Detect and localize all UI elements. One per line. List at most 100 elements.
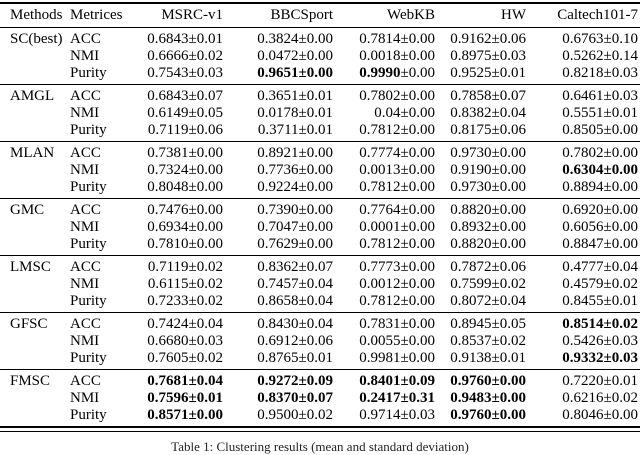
- cell-value: 0.7381±0.00: [147, 145, 223, 161]
- cell-value: 0.8455±0.01: [562, 293, 638, 309]
- table-row: Purity 0.7119±0.06 0.3711±0.01 0.7812±0.00 0…: [0, 122, 640, 142]
- cell-value: 0.7736±0.00: [257, 162, 333, 178]
- table-row: Purity 0.8571±0.00 0.9500±0.02 0.9714±0.03 0…: [0, 407, 640, 426]
- col-header-hw: HW: [501, 7, 526, 23]
- cell-value: 0.9714±0.03: [359, 407, 435, 423]
- method-group: FMSC ACC 0.7681±0.04 0.9272±0.09 0.8401±0.09…: [0, 369, 640, 427]
- cell-value: 0.3651±0.01: [257, 88, 333, 104]
- table-row: AMGL ACC 0.6843±0.07 0.3651±0.01 0.7802±0.00…: [0, 85, 640, 106]
- metric-label: NMI: [70, 105, 100, 121]
- col-header-methods: Methods: [10, 7, 63, 23]
- cell-value: 0.5551±0.01: [562, 105, 638, 121]
- cell-value: 0.8847±0.00: [562, 236, 638, 252]
- cell-value: 0.9272±0.09: [257, 373, 333, 389]
- method-name: FMSC: [10, 373, 51, 389]
- metric-label: NMI: [70, 333, 100, 349]
- cell-value: 0.7605±0.02: [147, 350, 223, 366]
- method-name: GFSC: [10, 316, 48, 332]
- metric-label: Purity: [70, 179, 107, 195]
- cell-value: 0.6056±0.00: [562, 219, 638, 235]
- col-header-msrc-v1: MSRC-v1: [161, 7, 223, 23]
- method-group: SC(best) ACC 0.6843±0.01 0.3824±0.00 0.7814±…: [0, 27, 640, 85]
- table-row: NMI 0.6934±0.00 0.7047±0.00 0.0001±0.00 0.89…: [0, 219, 640, 236]
- table-row: Purity 0.7543±0.03 0.9651±0.00 0.9990±0.00 0…: [0, 65, 640, 85]
- table-row: Purity 0.7233±0.02 0.8658±0.04 0.7812±0.00 0…: [0, 293, 640, 313]
- cell-value: 0.9224±0.00: [257, 179, 333, 195]
- cell-value: 0.0055±0.00: [359, 333, 435, 349]
- cell-value: 0.7773±0.00: [359, 259, 435, 275]
- cell-value: 0.8505±0.00: [562, 122, 638, 138]
- table-row: NMI 0.6115±0.02 0.7457±0.04 0.0012±0.00 0.75…: [0, 276, 640, 293]
- cell-value: 0.8537±0.02: [450, 333, 526, 349]
- table-row: NMI 0.6666±0.02 0.0472±0.00 0.0018±0.00 0.89…: [0, 48, 640, 65]
- cell-value: 0.4777±0.04: [562, 259, 638, 275]
- table-row: GFSC ACC 0.7424±0.04 0.8430±0.04 0.7831±0.00…: [0, 313, 640, 334]
- results-table: Methods Metrices MSRC-v1 BBCSport WebKB …: [0, 2, 640, 426]
- method-group: AMGL ACC 0.6843±0.07 0.3651±0.01 0.7802±0.00…: [0, 84, 640, 142]
- cell-value: 0.9190±0.00: [450, 162, 526, 178]
- cell-value: 0.9483±0.00: [450, 390, 526, 406]
- metric-label: ACC: [70, 31, 101, 47]
- cell-value: 0.7629±0.00: [257, 236, 333, 252]
- cell-value: 0.7802±0.00: [359, 88, 435, 104]
- cell-value: 0.8820±0.00: [450, 202, 526, 218]
- cell-value: 0.7814±0.00: [359, 31, 435, 47]
- cell-value: 0.6763±0.10: [562, 31, 638, 47]
- cell-value: 0.6912±0.06: [257, 333, 333, 349]
- cell-value: 0.9990±0.00: [359, 65, 435, 81]
- cell-value: 0.8932±0.00: [450, 219, 526, 235]
- cell-value: 0.6149±0.05: [147, 105, 223, 121]
- cell-value: 0.9332±0.03: [562, 350, 638, 366]
- cell-value: 0.4579±0.02: [562, 276, 638, 292]
- cell-value: 0.7812±0.00: [359, 179, 435, 195]
- cell-value: 0.7599±0.02: [450, 276, 526, 292]
- cell-value: 0.8894±0.00: [562, 179, 638, 195]
- cell-value: 0.7476±0.00: [147, 202, 223, 218]
- cell-value: 0.9730±0.00: [450, 145, 526, 161]
- metric-label: NMI: [70, 219, 100, 235]
- metric-label: NMI: [70, 162, 100, 178]
- cell-value: 0.7858±0.07: [450, 88, 526, 104]
- cell-value: 0.7810±0.00: [147, 236, 223, 252]
- table-row: NMI 0.7324±0.00 0.7736±0.00 0.0013±0.00 0.91…: [0, 162, 640, 179]
- cell-value: 0.9500±0.02: [257, 407, 333, 423]
- table-caption: Table 1: Clustering results (mean and st…: [171, 439, 469, 454]
- cell-value: 0.6115±0.02: [147, 276, 223, 292]
- metric-label: ACC: [70, 202, 101, 218]
- cell-value: 0.6920±0.00: [562, 202, 638, 218]
- cell-value: 0.7119±0.02: [147, 259, 223, 275]
- bottom-double-rule: [0, 426, 640, 432]
- cell-value: 0.9730±0.00: [450, 179, 526, 195]
- table-row: Purity 0.8048±0.00 0.9224±0.00 0.7812±0.00 0…: [0, 179, 640, 199]
- cell-value: 0.3824±0.00: [257, 31, 333, 47]
- cell-value: 0.6934±0.00: [147, 219, 223, 235]
- col-header-metrices: Metrices: [70, 7, 123, 23]
- cell-value: 0.8072±0.04: [450, 293, 526, 309]
- table-row: NMI 0.6680±0.03 0.6912±0.06 0.0055±0.00 0.85…: [0, 333, 640, 350]
- cell-value: 0.7119±0.06: [147, 122, 223, 138]
- method-group: GFSC ACC 0.7424±0.04 0.8430±0.04 0.7831±0.00…: [0, 312, 640, 370]
- cell-value: 0.8571±0.00: [147, 407, 223, 423]
- col-header-webkb: WebKB: [387, 7, 435, 23]
- cell-value: 0.7831±0.00: [359, 316, 435, 332]
- cell-value: 0.7802±0.00: [562, 145, 638, 161]
- metric-label: Purity: [70, 236, 107, 252]
- metric-label: Purity: [70, 65, 107, 81]
- metric-label: ACC: [70, 316, 101, 332]
- cell-value: 0.8401±0.09: [359, 373, 435, 389]
- cell-value: 0.6843±0.07: [147, 88, 223, 104]
- cell-value: 0.8658±0.04: [257, 293, 333, 309]
- cell-value: 0.8048±0.00: [147, 179, 223, 195]
- cell-value: 0.3711±0.01: [257, 122, 333, 138]
- cell-value: 0.6461±0.03: [562, 88, 638, 104]
- table-row: NMI 0.6149±0.05 0.0178±0.01 0.04±0.00 0.8382…: [0, 105, 640, 122]
- table-row: Purity 0.7810±0.00 0.7629±0.00 0.7812±0.00 0…: [0, 236, 640, 256]
- table-row: Purity 0.7605±0.02 0.8765±0.01 0.9981±0.00 0…: [0, 350, 640, 370]
- cell-value: 0.8218±0.03: [562, 65, 638, 81]
- cell-value: 0.0012±0.00: [359, 276, 435, 292]
- cell-value: 0.7424±0.04: [147, 316, 223, 332]
- header-row: Methods Metrices MSRC-v1 BBCSport WebKB …: [0, 3, 640, 28]
- metric-label: ACC: [70, 373, 101, 389]
- metric-label: Purity: [70, 350, 107, 366]
- cell-value: 0.5426±0.03: [562, 333, 638, 349]
